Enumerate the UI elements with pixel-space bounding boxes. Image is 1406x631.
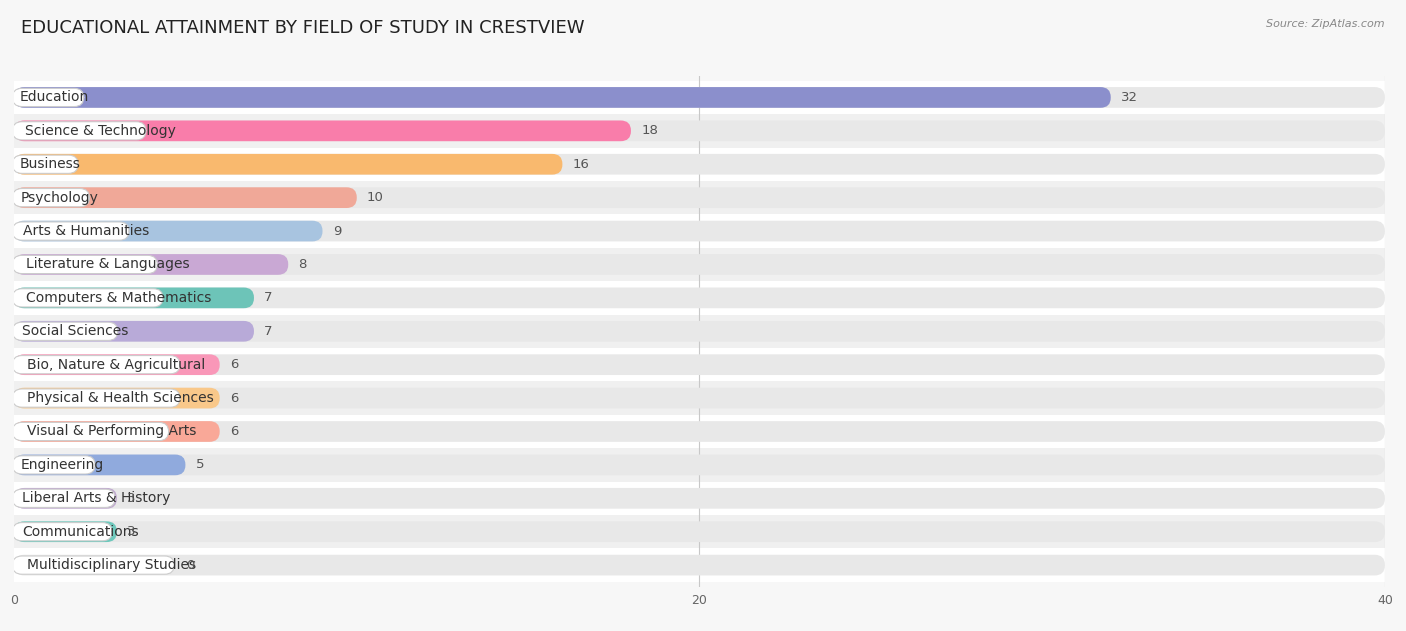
Text: Science & Technology: Science & Technology <box>25 124 176 138</box>
FancyBboxPatch shape <box>13 155 79 174</box>
FancyBboxPatch shape <box>14 515 1385 548</box>
FancyBboxPatch shape <box>14 454 1385 475</box>
FancyBboxPatch shape <box>14 215 1385 248</box>
FancyBboxPatch shape <box>14 488 117 509</box>
FancyBboxPatch shape <box>13 456 96 474</box>
FancyBboxPatch shape <box>14 254 288 275</box>
Text: Engineering: Engineering <box>21 458 104 472</box>
FancyBboxPatch shape <box>13 289 163 307</box>
Text: Source: ZipAtlas.com: Source: ZipAtlas.com <box>1267 19 1385 29</box>
FancyBboxPatch shape <box>13 256 157 274</box>
FancyBboxPatch shape <box>14 454 186 475</box>
Text: EDUCATIONAL ATTAINMENT BY FIELD OF STUDY IN CRESTVIEW: EDUCATIONAL ATTAINMENT BY FIELD OF STUDY… <box>21 19 585 37</box>
FancyBboxPatch shape <box>14 348 1385 381</box>
FancyBboxPatch shape <box>14 87 1385 108</box>
Text: 0: 0 <box>186 558 194 572</box>
FancyBboxPatch shape <box>14 187 357 208</box>
FancyBboxPatch shape <box>13 222 129 240</box>
FancyBboxPatch shape <box>14 221 1385 242</box>
FancyBboxPatch shape <box>14 288 254 308</box>
FancyBboxPatch shape <box>14 387 1385 408</box>
FancyBboxPatch shape <box>13 88 84 107</box>
FancyBboxPatch shape <box>14 154 562 175</box>
Text: Communications: Communications <box>22 525 139 539</box>
FancyBboxPatch shape <box>14 381 1385 415</box>
Text: Psychology: Psychology <box>20 191 98 204</box>
Text: 5: 5 <box>195 458 204 471</box>
Text: Physical & Health Sciences: Physical & Health Sciences <box>28 391 214 405</box>
FancyBboxPatch shape <box>14 481 1385 515</box>
FancyBboxPatch shape <box>14 221 322 242</box>
FancyBboxPatch shape <box>14 521 117 542</box>
FancyBboxPatch shape <box>14 387 219 408</box>
FancyBboxPatch shape <box>13 322 118 340</box>
Text: Education: Education <box>20 90 89 105</box>
FancyBboxPatch shape <box>13 355 180 374</box>
Text: Business: Business <box>20 157 80 171</box>
Text: 3: 3 <box>127 492 135 505</box>
FancyBboxPatch shape <box>14 254 1385 275</box>
Text: Multidisciplinary Studies: Multidisciplinary Studies <box>27 558 197 572</box>
Text: Bio, Nature & Agricultural: Bio, Nature & Agricultural <box>28 358 205 372</box>
FancyBboxPatch shape <box>13 189 90 207</box>
FancyBboxPatch shape <box>14 421 219 442</box>
Text: 7: 7 <box>264 325 273 338</box>
FancyBboxPatch shape <box>14 87 1111 108</box>
Text: 8: 8 <box>298 258 307 271</box>
Text: Visual & Performing Arts: Visual & Performing Arts <box>27 425 195 439</box>
Text: 16: 16 <box>572 158 589 171</box>
Text: Computers & Mathematics: Computers & Mathematics <box>27 291 211 305</box>
FancyBboxPatch shape <box>14 415 1385 448</box>
FancyBboxPatch shape <box>13 422 169 440</box>
Text: Literature & Languages: Literature & Languages <box>25 257 190 271</box>
FancyBboxPatch shape <box>13 489 115 507</box>
Text: 9: 9 <box>333 225 342 237</box>
FancyBboxPatch shape <box>14 281 1385 315</box>
Text: 6: 6 <box>231 392 239 404</box>
FancyBboxPatch shape <box>14 315 1385 348</box>
FancyBboxPatch shape <box>14 154 1385 175</box>
FancyBboxPatch shape <box>14 421 1385 442</box>
FancyBboxPatch shape <box>13 389 180 407</box>
FancyBboxPatch shape <box>14 488 1385 509</box>
Text: Arts & Humanities: Arts & Humanities <box>24 224 149 238</box>
Text: 18: 18 <box>641 124 658 138</box>
FancyBboxPatch shape <box>14 288 1385 308</box>
FancyBboxPatch shape <box>14 248 1385 281</box>
FancyBboxPatch shape <box>14 321 1385 341</box>
FancyBboxPatch shape <box>14 448 1385 481</box>
FancyBboxPatch shape <box>14 121 1385 141</box>
Text: 32: 32 <box>1121 91 1137 104</box>
FancyBboxPatch shape <box>13 522 112 541</box>
Text: 10: 10 <box>367 191 384 204</box>
Text: 7: 7 <box>264 292 273 304</box>
Text: Liberal Arts & History: Liberal Arts & History <box>22 492 170 505</box>
FancyBboxPatch shape <box>14 187 1385 208</box>
FancyBboxPatch shape <box>14 181 1385 215</box>
FancyBboxPatch shape <box>13 556 174 574</box>
FancyBboxPatch shape <box>14 355 1385 375</box>
FancyBboxPatch shape <box>14 148 1385 181</box>
FancyBboxPatch shape <box>14 321 254 341</box>
FancyBboxPatch shape <box>14 548 1385 582</box>
FancyBboxPatch shape <box>14 555 1385 575</box>
Text: 3: 3 <box>127 525 135 538</box>
FancyBboxPatch shape <box>14 521 1385 542</box>
Text: 6: 6 <box>231 358 239 371</box>
FancyBboxPatch shape <box>14 355 219 375</box>
FancyBboxPatch shape <box>14 114 1385 148</box>
Text: Social Sciences: Social Sciences <box>22 324 129 338</box>
FancyBboxPatch shape <box>14 121 631 141</box>
Text: 6: 6 <box>231 425 239 438</box>
FancyBboxPatch shape <box>14 81 1385 114</box>
FancyBboxPatch shape <box>13 122 146 140</box>
